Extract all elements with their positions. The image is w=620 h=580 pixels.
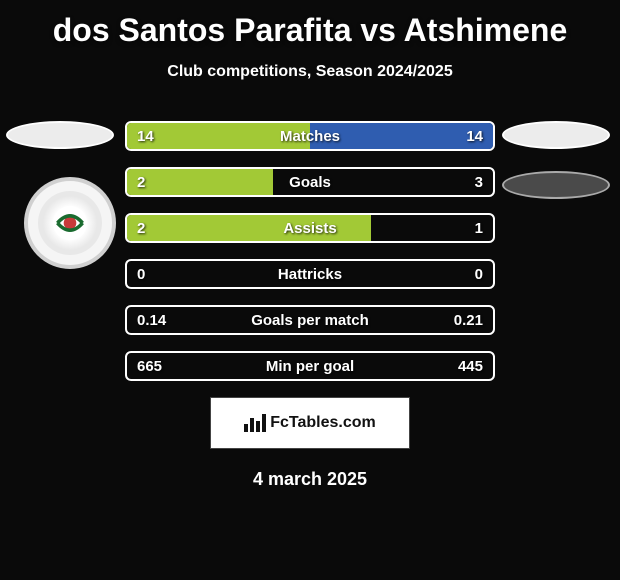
footer-text: FcTables.com [270,414,376,432]
bars-icon [244,414,266,432]
stat-row: 1414Matches [125,121,495,151]
stat-label: Min per goal [127,353,493,379]
stat-row: 0.140.21Goals per match [125,305,495,335]
player-right-ellipse-1 [502,121,610,149]
stat-row: 21Assists [125,213,495,243]
subtitle: Club competitions, Season 2024/2025 [0,63,620,81]
stat-row: 00Hattricks [125,259,495,289]
stats-list: 1414Matches 23Goals 21Assists 00Hattricks 0.… [125,121,495,381]
stat-label: Goals [127,169,493,195]
comparison-area: 1414Matches 23Goals 21Assists 00Hattricks 0.… [0,121,620,381]
stat-row: 665445Min per goal [125,351,495,381]
footer-badge[interactable]: FcTables.com [210,397,410,449]
player-left-ellipse [6,121,114,149]
page-title: dos Santos Parafita vs Atshimene [0,0,620,49]
date-label: 4 march 2025 [0,469,620,490]
stat-label: Assists [127,215,493,241]
player-right-ellipse-2 [502,171,610,199]
club-logo-icon [52,205,88,241]
stat-label: Hattricks [127,261,493,287]
club-logo [24,177,116,269]
stat-label: Goals per match [127,307,493,333]
stat-row: 23Goals [125,167,495,197]
stat-label: Matches [127,123,493,149]
